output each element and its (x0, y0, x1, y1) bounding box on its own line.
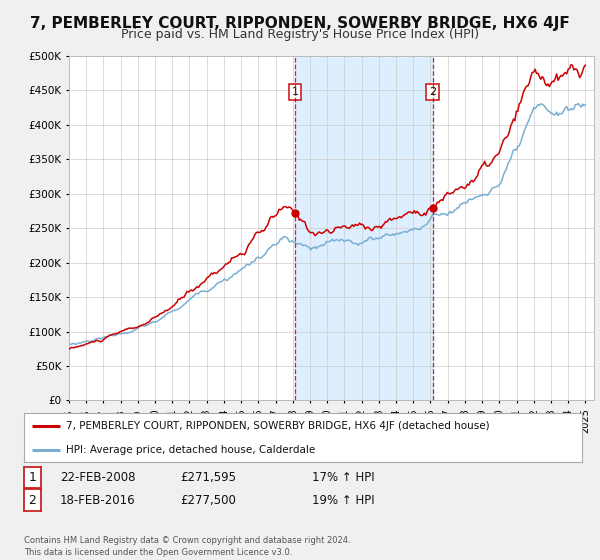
Text: 1: 1 (28, 471, 37, 484)
Text: 17% ↑ HPI: 17% ↑ HPI (312, 471, 374, 484)
Bar (295, 56, 433, 400)
Text: 2: 2 (429, 87, 436, 97)
Text: Contains HM Land Registry data © Crown copyright and database right 2024.
This d: Contains HM Land Registry data © Crown c… (24, 536, 350, 557)
Text: 2: 2 (28, 493, 37, 507)
Text: 18-FEB-2016: 18-FEB-2016 (60, 493, 136, 507)
Text: £271,595: £271,595 (180, 471, 236, 484)
Text: HPI: Average price, detached house, Calderdale: HPI: Average price, detached house, Cald… (66, 445, 315, 455)
Text: 7, PEMBERLEY COURT, RIPPONDEN, SOWERBY BRIDGE, HX6 4JF (detached house): 7, PEMBERLEY COURT, RIPPONDEN, SOWERBY B… (66, 421, 490, 431)
Text: 22-FEB-2008: 22-FEB-2008 (60, 471, 136, 484)
Text: 19% ↑ HPI: 19% ↑ HPI (312, 493, 374, 507)
Text: £277,500: £277,500 (180, 493, 236, 507)
Text: 7, PEMBERLEY COURT, RIPPONDEN, SOWERBY BRIDGE, HX6 4JF: 7, PEMBERLEY COURT, RIPPONDEN, SOWERBY B… (30, 16, 570, 31)
Text: Price paid vs. HM Land Registry's House Price Index (HPI): Price paid vs. HM Land Registry's House … (121, 28, 479, 41)
Text: 1: 1 (292, 87, 299, 97)
